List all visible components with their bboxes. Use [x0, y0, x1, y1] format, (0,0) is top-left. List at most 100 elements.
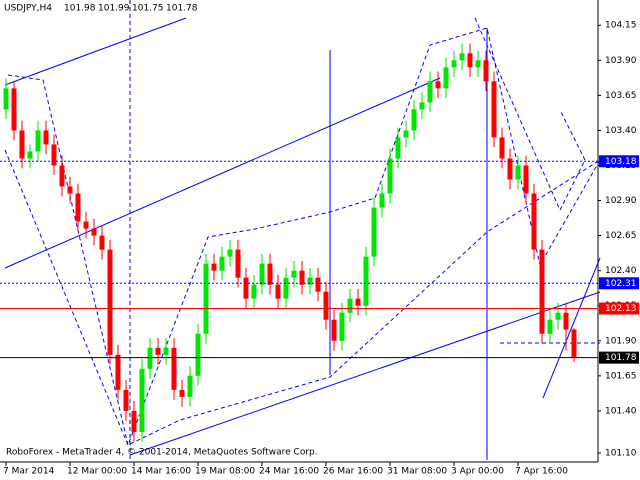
- candle-body: [467, 53, 473, 68]
- candle-body: [163, 347, 169, 355]
- candle-body: [291, 270, 297, 278]
- candle-body: [515, 165, 521, 180]
- candle-body: [171, 347, 177, 390]
- price-tag-label: 101.78: [605, 353, 637, 363]
- y-tick-label: 104.15: [605, 21, 637, 31]
- candle-body: [67, 186, 73, 194]
- candle-body: [339, 312, 345, 341]
- x-tick-label: 19 Mar 08:00: [195, 467, 255, 477]
- candle-body: [283, 277, 289, 299]
- candle-body: [131, 410, 137, 432]
- candle-body: [299, 270, 305, 285]
- chart-title: USDJPY,H4: [4, 4, 52, 14]
- candle-body: [211, 263, 217, 271]
- candle-body: [411, 109, 417, 131]
- candle-body: [507, 158, 513, 180]
- candle-body: [459, 53, 465, 61]
- y-tick-label: 101.90: [605, 336, 637, 346]
- candle-body: [107, 249, 113, 355]
- candle-body: [147, 347, 153, 369]
- candle-body: [475, 60, 481, 68]
- candle-body: [123, 389, 129, 411]
- candle-body: [379, 193, 385, 208]
- x-tick-label: 3 Apr 00:00: [451, 467, 504, 477]
- candle-body: [227, 249, 233, 257]
- candle-body: [203, 263, 209, 334]
- trend-line: [4, 77, 441, 269]
- candle-body: [139, 368, 145, 432]
- candle-body: [51, 144, 57, 166]
- price-tag-label: 102.13: [605, 304, 637, 314]
- candle-body: [491, 81, 497, 138]
- x-tick-label: 7 Mar 2014: [3, 467, 55, 477]
- candle-body: [387, 158, 393, 194]
- candle-body: [195, 333, 201, 376]
- candle-body: [483, 60, 489, 82]
- candle-body: [539, 249, 545, 334]
- wave-line: [7, 27, 601, 447]
- y-tick-label: 102.65: [605, 231, 637, 241]
- y-tick-label: 102.40: [605, 266, 637, 276]
- candle-body: [243, 277, 249, 299]
- x-tick-label: 31 Mar 08:00: [387, 467, 447, 477]
- candle-body: [99, 235, 105, 250]
- candle-body: [355, 298, 361, 306]
- price-tag-label: 102.31: [605, 279, 637, 289]
- y-tick-label: 101.40: [605, 406, 637, 416]
- candle-body: [43, 130, 49, 145]
- y-tick-label: 101.65: [605, 371, 637, 381]
- candle-body: [555, 312, 561, 320]
- candle-body: [331, 319, 337, 341]
- candle-body: [59, 165, 65, 187]
- price-tag-label: 103.18: [605, 157, 637, 167]
- candle-body: [563, 312, 569, 330]
- candle-body: [571, 329, 577, 358]
- trend-line: [4, 17, 187, 86]
- candle-body: [323, 291, 329, 320]
- candle-body: [427, 81, 433, 103]
- candle-body: [403, 130, 409, 138]
- candle-body: [363, 256, 369, 306]
- annotations: [4, 0, 601, 460]
- candle-body: [451, 60, 457, 68]
- header-low: 101.75: [132, 4, 164, 14]
- header-high: 101.99: [98, 4, 130, 14]
- x-tick-label: 7 Apr 16:00: [515, 467, 568, 477]
- candle-body: [419, 102, 425, 110]
- x-tick-label: 26 Mar 16:00: [323, 467, 383, 477]
- candle-body: [219, 256, 225, 271]
- x-tick-label: 24 Mar 16:00: [259, 467, 319, 477]
- candle-body: [307, 277, 313, 285]
- wave-line: [4, 149, 601, 446]
- candle-body: [315, 277, 321, 292]
- x-tick-label: 12 Mar 00:00: [67, 467, 127, 477]
- price-tag: [599, 155, 639, 168]
- price-tag: [599, 351, 639, 364]
- y-tick-label: 103.90: [605, 56, 637, 66]
- candle-body: [91, 228, 97, 236]
- candle-body: [275, 284, 281, 299]
- x-tick-label: 14 Mar 16:00: [131, 467, 191, 477]
- candle-body: [75, 193, 81, 222]
- header-close: 101.78: [166, 4, 198, 14]
- y-tick-label: 102.90: [605, 196, 637, 206]
- y-tick-label: 103.40: [605, 126, 637, 136]
- candle-body: [115, 354, 121, 390]
- trend-line: [542, 257, 601, 399]
- candle-body: [523, 165, 529, 194]
- candle-body: [347, 298, 353, 313]
- candle-body: [499, 137, 505, 159]
- candle-body: [35, 130, 41, 152]
- trend-line: [129, 291, 601, 456]
- candle-body: [259, 263, 265, 285]
- candle-body: [371, 207, 377, 257]
- candle-body: [531, 193, 537, 250]
- candle-body: [19, 130, 25, 159]
- y-tick-label: 103.65: [605, 91, 637, 101]
- footer: RoboForex - MetaTrader 4, © 2001-2014, M…: [6, 448, 318, 458]
- candle-body: [83, 221, 89, 229]
- candle-body: [267, 263, 273, 285]
- price-tag: [599, 277, 639, 290]
